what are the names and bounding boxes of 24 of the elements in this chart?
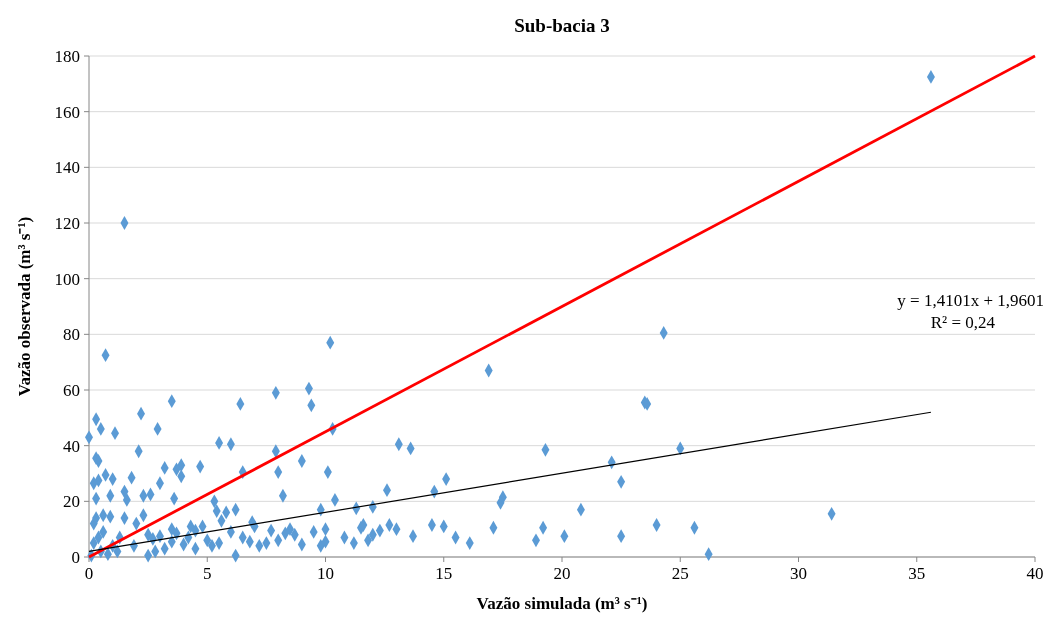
x-tick-label: 0 <box>84 564 94 583</box>
y-tick-label: 20 <box>63 492 80 512</box>
annotation: R² = 0,24 <box>930 313 996 332</box>
y-axis-title: Vazão observada (m³ s⁻¹) <box>15 216 34 397</box>
y-tick-label: 100 <box>54 269 80 289</box>
x-tick-label: 20 <box>553 564 571 583</box>
y-tick-label: 40 <box>63 436 80 456</box>
x-tick-label: 25 <box>671 564 689 583</box>
annotation: y = 1,4101x + 1,9601 <box>897 291 1044 310</box>
x-tick-label: 5 <box>203 564 212 583</box>
x-tick-label: 30 <box>790 564 807 583</box>
y-tick-label: 140 <box>54 158 80 178</box>
x-tick-label: 35 <box>908 564 926 583</box>
y-tick-label: 80 <box>63 325 80 345</box>
x-axis-title: Vazão simulada (m³ s⁻¹) <box>476 594 648 613</box>
y-tick-label: 160 <box>54 102 80 122</box>
y-tick-label: 180 <box>54 46 80 66</box>
chart-title: Sub-bacia 3 <box>514 15 610 36</box>
y-tick-label: 0 <box>71 547 80 567</box>
x-tick-label: 40 <box>1026 564 1044 583</box>
y-tick-label: 60 <box>63 380 80 400</box>
x-tick-label: 15 <box>435 564 453 583</box>
x-tick-label: 10 <box>317 564 334 583</box>
y-tick-label: 120 <box>54 213 80 233</box>
